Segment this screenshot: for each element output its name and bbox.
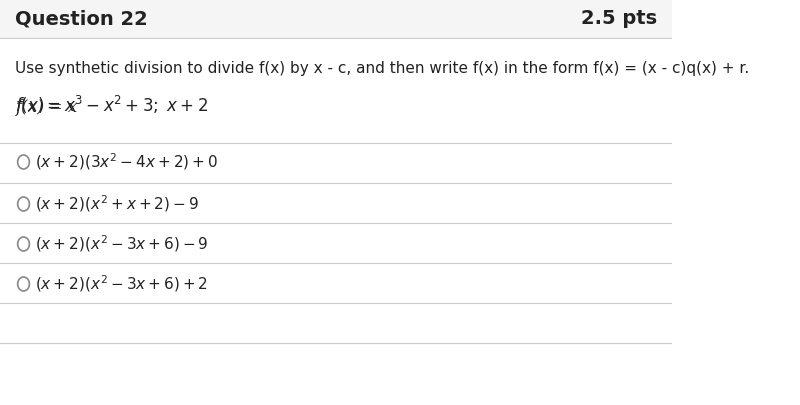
Text: $f(x) = x^3 - x^2 + 3;\ x + 2$: $f(x) = x^3 - x^2 + 3;\ x + 2$	[15, 94, 208, 116]
Text: f(x) = x: f(x) = x	[15, 99, 78, 116]
Text: $(x + 2)(3x^2 - 4x + 2) + 0$: $(x + 2)(3x^2 - 4x + 2) + 0$	[35, 151, 218, 173]
Text: $(x + 2)(x^2 - 3x + 6) - 9$: $(x + 2)(x^2 - 3x + 6) - 9$	[35, 234, 209, 254]
FancyBboxPatch shape	[0, 0, 672, 38]
Text: $(x + 2)(x^2 - 3x + 6) + 2$: $(x + 2)(x^2 - 3x + 6) + 2$	[35, 274, 208, 294]
Text: $(x + 2)(x^2 + x + 2) - 9$: $(x + 2)(x^2 + x + 2) - 9$	[35, 194, 199, 214]
Text: Use synthetic division to divide f(x) by x - c, and then write f(x) in the form : Use synthetic division to divide f(x) by…	[15, 60, 750, 75]
Text: Question 22: Question 22	[15, 9, 148, 28]
Text: 2.5 pts: 2.5 pts	[581, 9, 657, 28]
